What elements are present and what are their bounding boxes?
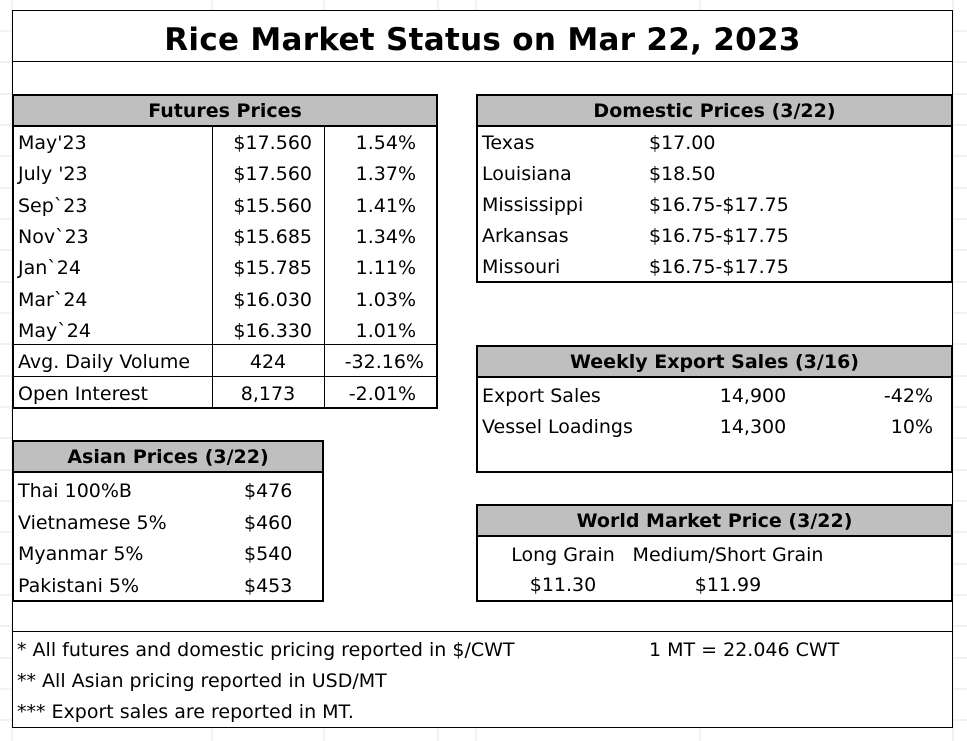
asian-origin-price: $453 bbox=[244, 574, 293, 597]
futures-row-divider bbox=[14, 344, 436, 345]
futures-contract-label: July '23 bbox=[18, 163, 88, 186]
futures-contract-price: $17.560 bbox=[233, 132, 312, 154]
conversion-note: 1 MT = 22.046 CWT bbox=[649, 639, 840, 661]
weekly-export-sales-table: Weekly Export Sales (3/16) Export Sales 1… bbox=[476, 345, 953, 473]
footnote-export-units: *** Export sales are reported in MT. bbox=[17, 701, 354, 723]
export-metric-label: Export Sales bbox=[482, 385, 601, 407]
domestic-header: Domestic Prices (3/22) bbox=[478, 96, 951, 127]
futures-contract-label: May`24 bbox=[18, 319, 91, 342]
avg-daily-volume-label: Avg. Daily Volume bbox=[18, 351, 191, 373]
asian-origin-label: Vietnamese 5% bbox=[18, 511, 167, 534]
domestic-state-price: $16.75-$17.75 bbox=[649, 225, 789, 247]
domestic-state-price: $16.75-$17.75 bbox=[649, 256, 789, 278]
domestic-state-label: Mississippi bbox=[482, 194, 584, 216]
futures-contract-label: Jan`24 bbox=[18, 257, 81, 280]
futures-contract-change: 1.34% bbox=[355, 225, 416, 248]
domestic-state-price: $17.00 bbox=[649, 132, 716, 154]
domestic-state-price: $16.75-$17.75 bbox=[649, 194, 789, 216]
futures-contract-price: $15.685 bbox=[233, 225, 312, 248]
page-title: Rice Market Status on Mar 22, 2023 bbox=[164, 22, 801, 58]
futures-contract-label: Nov`23 bbox=[18, 225, 89, 248]
futures-contract-change: 1.01% bbox=[355, 319, 416, 342]
asian-origin-price: $540 bbox=[244, 543, 293, 565]
asian-origin-label: Thai 100%B bbox=[18, 480, 132, 502]
open-interest-value: 8,173 bbox=[240, 383, 296, 405]
export-header: Weekly Export Sales (3/16) bbox=[478, 347, 951, 378]
futures-contract-change: 1.41% bbox=[355, 194, 416, 217]
futures-contract-price: $15.560 bbox=[233, 194, 312, 217]
open-interest-change: -2.01% bbox=[348, 383, 416, 405]
futures-contract-label: Mar`24 bbox=[18, 288, 88, 311]
domestic-state-label: Louisiana bbox=[482, 163, 572, 185]
long-grain-label: Long Grain bbox=[511, 544, 615, 566]
avg-daily-volume-value: 424 bbox=[249, 351, 287, 373]
avg-daily-volume-change: -32.16% bbox=[344, 351, 424, 373]
domestic-prices-table: Domestic Prices (3/22) Texas $17.00 Louisi… bbox=[476, 94, 953, 283]
futures-col-divider-2 bbox=[324, 125, 325, 407]
asian-prices-table: Asian Prices (3/22) Thai 100%B $476 Vietna… bbox=[12, 440, 324, 602]
asian-header: Asian Prices (3/22) bbox=[14, 442, 322, 473]
export-metric-value: 14,900 bbox=[719, 385, 787, 407]
world-header: World Market Price (3/22) bbox=[478, 506, 951, 537]
asian-origin-price: $476 bbox=[244, 480, 293, 502]
export-metric-change: -42% bbox=[883, 385, 933, 407]
title-divider bbox=[12, 61, 953, 62]
medium-short-grain-price: $11.99 bbox=[694, 574, 762, 596]
domestic-state-label: Texas bbox=[482, 132, 535, 154]
futures-header: Futures Prices bbox=[14, 96, 436, 127]
asian-origin-label: Myanmar 5% bbox=[18, 543, 144, 565]
futures-contract-label: May'23 bbox=[18, 132, 87, 154]
futures-contract-change: 1.11% bbox=[355, 257, 416, 280]
long-grain-price: $11.30 bbox=[529, 574, 597, 596]
futures-contract-change: 1.37% bbox=[355, 163, 416, 186]
futures-contract-change: 1.54% bbox=[355, 132, 416, 154]
export-metric-label: Vessel Loadings bbox=[482, 416, 633, 438]
open-interest-label: Open Interest bbox=[18, 383, 149, 405]
footnotes: * All futures and domestic pricing repor… bbox=[12, 631, 953, 728]
domestic-state-price: $18.50 bbox=[649, 163, 716, 185]
futures-contract-price: $16.030 bbox=[233, 288, 312, 311]
export-metric-value: 14,300 bbox=[719, 416, 787, 438]
futures-prices-table: Futures Prices May'23 $17.560 1.54% July '2… bbox=[12, 94, 438, 409]
world-market-price-table: World Market Price (3/22) Long Grain Med… bbox=[476, 504, 953, 602]
futures-contract-price: $17.560 bbox=[233, 163, 312, 186]
medium-short-grain-label: Medium/Short Grain bbox=[632, 544, 824, 566]
domestic-state-label: Missouri bbox=[482, 256, 561, 278]
footnote-asian-units: ** All Asian pricing reported in USD/MT bbox=[17, 670, 387, 692]
asian-origin-price: $460 bbox=[244, 511, 293, 534]
futures-row-divider bbox=[14, 376, 436, 377]
export-metric-change: 10% bbox=[890, 416, 933, 438]
futures-contract-change: 1.03% bbox=[355, 288, 416, 311]
futures-contract-price: $16.330 bbox=[233, 319, 312, 342]
asian-origin-label: Pakistani 5% bbox=[18, 574, 140, 597]
futures-contract-label: Sep`23 bbox=[18, 194, 88, 217]
domestic-state-label: Arkansas bbox=[482, 225, 569, 247]
futures-contract-price: $15.785 bbox=[233, 257, 312, 280]
footnote-futures-units: * All futures and domestic pricing repor… bbox=[17, 639, 515, 661]
futures-col-divider-1 bbox=[212, 125, 213, 407]
